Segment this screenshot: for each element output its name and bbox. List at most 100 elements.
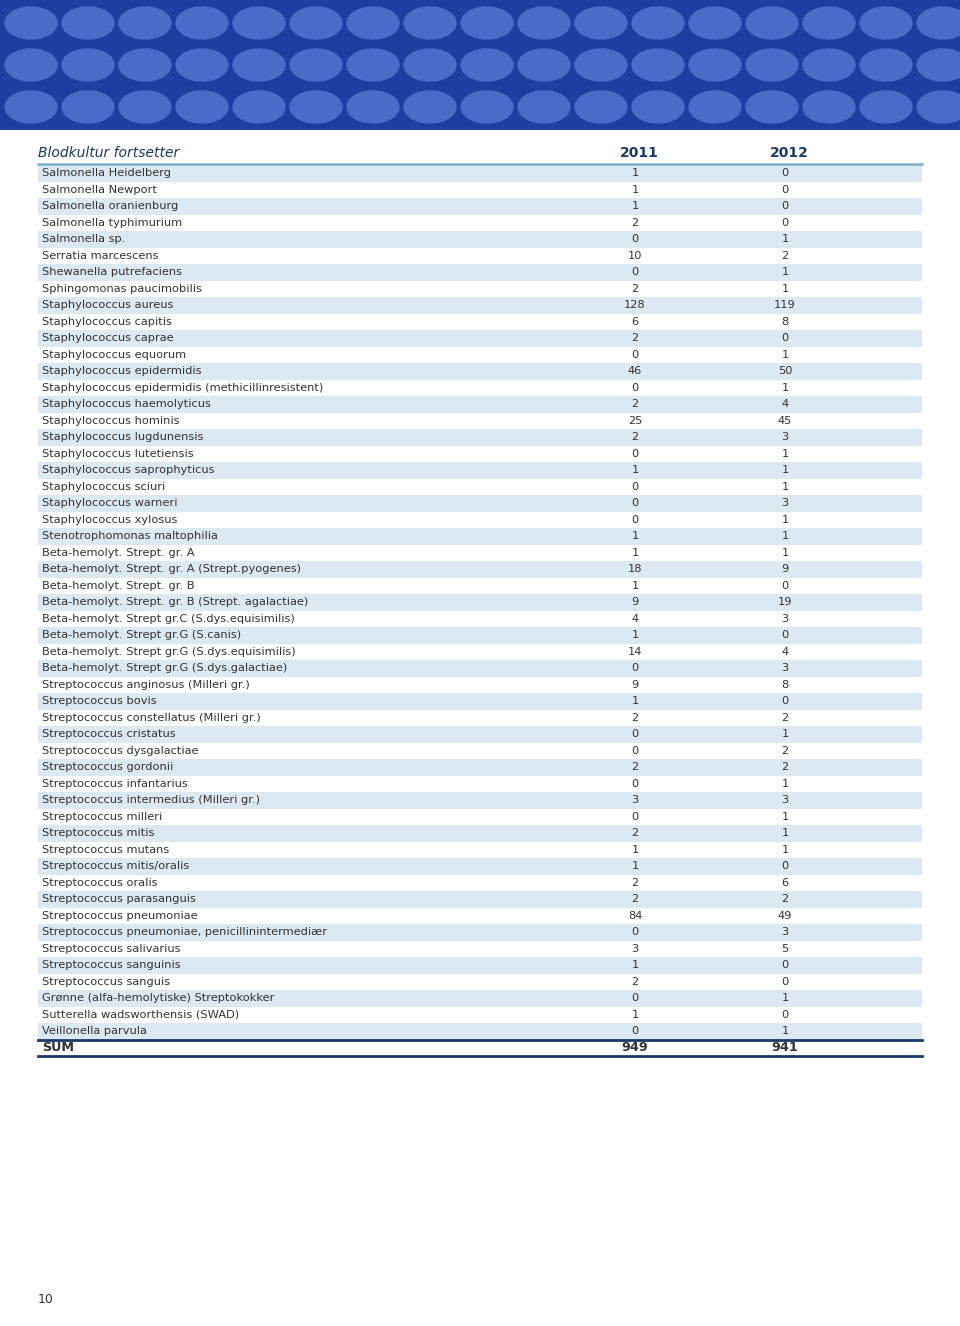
Text: Beta-hemolyt. Strept. gr. A (Strept.pyogenes): Beta-hemolyt. Strept. gr. A (Strept.pyog… <box>42 565 301 574</box>
Bar <box>38 231 922 248</box>
Text: Staphylococcus lutetiensis: Staphylococcus lutetiensis <box>42 448 194 459</box>
Ellipse shape <box>803 7 855 38</box>
Text: 1: 1 <box>781 268 788 277</box>
Text: 1: 1 <box>632 465 638 475</box>
Text: 2: 2 <box>781 745 788 756</box>
Text: 0: 0 <box>632 993 638 1004</box>
Text: Streptococcus dysgalactiae: Streptococcus dysgalactiae <box>42 745 199 756</box>
Ellipse shape <box>632 7 684 38</box>
Ellipse shape <box>632 91 684 123</box>
Text: Staphylococcus epidermidis (methicillinresistent): Staphylococcus epidermidis (methicillinr… <box>42 383 324 392</box>
Ellipse shape <box>347 91 399 123</box>
Text: 2: 2 <box>632 333 638 343</box>
Bar <box>38 561 922 578</box>
Text: Salmonella Heidelberg: Salmonella Heidelberg <box>42 168 171 178</box>
Ellipse shape <box>917 7 960 38</box>
Text: 1: 1 <box>781 481 788 492</box>
Text: 4: 4 <box>781 399 788 410</box>
Ellipse shape <box>233 49 285 81</box>
Text: 4: 4 <box>632 614 638 623</box>
Text: Streptococcus sanguinis: Streptococcus sanguinis <box>42 960 180 971</box>
Bar <box>38 924 922 940</box>
Ellipse shape <box>119 49 171 81</box>
Text: 1: 1 <box>781 1026 788 1036</box>
Text: 1: 1 <box>781 448 788 459</box>
Bar <box>38 743 922 758</box>
Text: 1: 1 <box>632 845 638 855</box>
Bar <box>38 182 922 198</box>
Bar <box>38 430 922 446</box>
Bar <box>38 215 922 231</box>
Text: 2: 2 <box>632 399 638 410</box>
Text: 0: 0 <box>781 581 788 591</box>
Text: 1: 1 <box>632 581 638 591</box>
Text: Beta-hemolyt. Strept gr.G (S.dys.galactiae): Beta-hemolyt. Strept gr.G (S.dys.galacti… <box>42 663 287 674</box>
Text: Staphylococcus xylosus: Staphylococcus xylosus <box>42 514 178 525</box>
Text: 8: 8 <box>781 680 788 690</box>
Text: 9: 9 <box>632 597 638 607</box>
Text: 0: 0 <box>632 514 638 525</box>
Ellipse shape <box>119 7 171 38</box>
Text: SUM: SUM <box>42 1041 74 1054</box>
Bar <box>38 991 922 1006</box>
Text: 3: 3 <box>781 614 788 623</box>
Ellipse shape <box>860 7 912 38</box>
Text: 0: 0 <box>632 235 638 244</box>
Text: 1: 1 <box>781 812 788 822</box>
Text: 3: 3 <box>781 432 788 443</box>
Text: Streptococcus mitis/oralis: Streptococcus mitis/oralis <box>42 862 189 871</box>
Ellipse shape <box>746 49 798 81</box>
Text: 1: 1 <box>632 168 638 178</box>
Text: Streptococcus intermedius (Milleri gr.): Streptococcus intermedius (Milleri gr.) <box>42 796 260 805</box>
Text: 0: 0 <box>632 778 638 789</box>
Bar <box>38 545 922 561</box>
Bar <box>38 528 922 545</box>
Text: Streptococcus milleri: Streptococcus milleri <box>42 812 162 822</box>
Bar <box>38 957 922 973</box>
Bar <box>38 248 922 264</box>
Bar <box>38 693 922 709</box>
Text: 0: 0 <box>632 812 638 822</box>
Text: 0: 0 <box>781 630 788 640</box>
Text: Staphylococcus haemolyticus: Staphylococcus haemolyticus <box>42 399 211 410</box>
Text: 0: 0 <box>632 383 638 392</box>
Bar <box>38 643 922 660</box>
Text: Streptococcus parasanguis: Streptococcus parasanguis <box>42 894 196 904</box>
Ellipse shape <box>5 49 57 81</box>
Text: 3: 3 <box>781 499 788 508</box>
Bar <box>38 297 922 313</box>
Text: 10: 10 <box>628 251 642 261</box>
Text: 1: 1 <box>781 829 788 838</box>
Text: 119: 119 <box>774 300 796 310</box>
Text: 1: 1 <box>781 845 788 855</box>
Text: Salmonella Newport: Salmonella Newport <box>42 184 156 195</box>
Text: Grønne (alfa-hemolytiske) Streptokokker: Grønne (alfa-hemolytiske) Streptokokker <box>42 993 275 1004</box>
Text: 25: 25 <box>628 416 642 426</box>
Text: Streptococcus mitis: Streptococcus mitis <box>42 829 155 838</box>
Bar <box>38 281 922 297</box>
Text: 2: 2 <box>632 829 638 838</box>
Text: Streptococcus bovis: Streptococcus bovis <box>42 696 156 707</box>
Text: Shewanella putrefaciens: Shewanella putrefaciens <box>42 268 182 277</box>
Text: 2: 2 <box>632 894 638 904</box>
Bar <box>38 330 922 346</box>
Text: 8: 8 <box>781 317 788 326</box>
Text: 2: 2 <box>632 977 638 987</box>
Bar <box>38 446 922 461</box>
Text: 0: 0 <box>632 448 638 459</box>
Text: Veillonella parvula: Veillonella parvula <box>42 1026 147 1036</box>
Text: 1: 1 <box>632 630 638 640</box>
Text: 0: 0 <box>781 202 788 211</box>
Text: 0: 0 <box>781 960 788 971</box>
Ellipse shape <box>803 49 855 81</box>
Text: 2: 2 <box>781 894 788 904</box>
Bar <box>38 379 922 396</box>
Ellipse shape <box>233 91 285 123</box>
Text: 3: 3 <box>781 663 788 674</box>
Bar <box>38 264 922 281</box>
Text: 6: 6 <box>781 878 788 887</box>
Ellipse shape <box>461 91 513 123</box>
Text: Staphylococcus hominis: Staphylococcus hominis <box>42 416 180 426</box>
Text: 1: 1 <box>781 548 788 558</box>
Text: 19: 19 <box>778 597 792 607</box>
